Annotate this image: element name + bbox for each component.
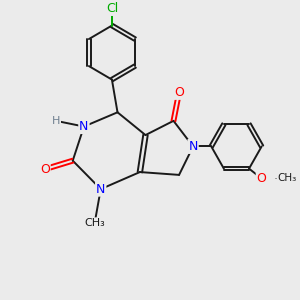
- Text: CH₃: CH₃: [85, 218, 106, 228]
- Text: CH₃: CH₃: [277, 173, 296, 183]
- Text: O: O: [174, 86, 184, 99]
- Text: O: O: [40, 163, 50, 176]
- Text: H: H: [52, 116, 60, 126]
- Text: N: N: [96, 183, 105, 196]
- Text: —: —: [274, 174, 285, 184]
- Text: Cl: Cl: [106, 2, 118, 15]
- Text: O: O: [257, 172, 267, 185]
- Text: N: N: [79, 120, 88, 133]
- Text: N: N: [188, 140, 198, 153]
